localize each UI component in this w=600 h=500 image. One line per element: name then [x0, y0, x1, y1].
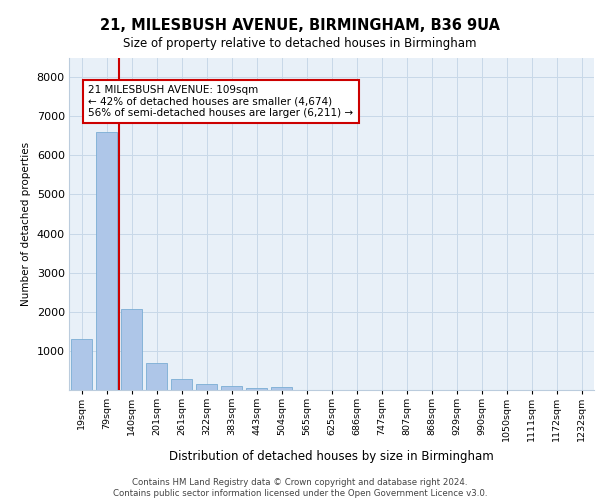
Text: Contains HM Land Registry data © Crown copyright and database right 2024.
Contai: Contains HM Land Registry data © Crown c… — [113, 478, 487, 498]
Y-axis label: Number of detached properties: Number of detached properties — [21, 142, 31, 306]
Bar — [146, 363, 167, 390]
Text: Size of property relative to detached houses in Birmingham: Size of property relative to detached ho… — [123, 38, 477, 51]
Bar — [271, 388, 292, 390]
Bar — [221, 386, 242, 390]
Bar — [171, 379, 192, 390]
Bar — [246, 388, 267, 390]
Text: 21 MILESBUSH AVENUE: 109sqm
← 42% of detached houses are smaller (4,674)
56% of : 21 MILESBUSH AVENUE: 109sqm ← 42% of det… — [89, 85, 353, 118]
Bar — [121, 308, 142, 390]
X-axis label: Distribution of detached houses by size in Birmingham: Distribution of detached houses by size … — [169, 450, 494, 462]
Bar — [96, 132, 117, 390]
Bar — [196, 384, 217, 390]
Bar — [71, 339, 92, 390]
Text: 21, MILESBUSH AVENUE, BIRMINGHAM, B36 9UA: 21, MILESBUSH AVENUE, BIRMINGHAM, B36 9U… — [100, 18, 500, 32]
